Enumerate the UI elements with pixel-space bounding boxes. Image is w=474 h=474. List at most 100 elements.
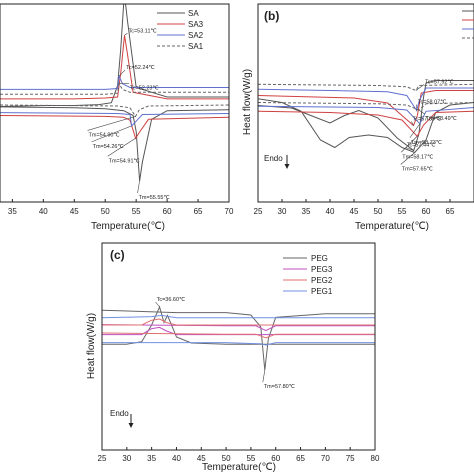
- legend-c-label-2: PEG2: [311, 276, 333, 285]
- legend-c-label-3: PEG1: [311, 287, 333, 296]
- panel-c-xtick-label: 35: [147, 454, 156, 463]
- legend-a-label-2: SA2: [188, 31, 204, 40]
- panel-b-annotation-leader: [401, 136, 418, 153]
- legend-a: SA SA3 SA2 SA1: [157, 9, 204, 51]
- panel-a-annotation-leader: [107, 137, 136, 157]
- panel-c-xlabel: Temperature(℃): [202, 462, 276, 473]
- panel-a-xlabel: Temperature(℃): [91, 221, 165, 232]
- panel-b-endo-label: Endo: [264, 154, 283, 163]
- panel-c: 25 30 35 40 45 50 55 60 65 70 75 80 Tc=36.60℃ Tm=57.…: [86, 242, 380, 473]
- panel-b-series-0-heat-curve: [258, 98, 474, 154]
- panel-b-ylabel: Heat flow(W/g): [242, 69, 253, 135]
- panel-b-xtick-label: 40: [326, 207, 335, 216]
- panel-b-endo-arrowhead: [284, 164, 290, 169]
- panel-b-annotation-leader: [409, 123, 421, 138]
- panel-c-annotation-label: Tm=57.80℃: [264, 384, 296, 390]
- panel-b-annotation-leader: [411, 121, 414, 126]
- panel-b-series-1-cool-curve: [258, 90, 474, 127]
- panel-c-annotation-label: Tc=36.60℃: [157, 297, 186, 303]
- panel-a-xtick-label: 55: [132, 207, 141, 216]
- panel-a-annotation-label: Tc=52.24℃: [126, 65, 155, 71]
- panel-c-annotation-leader: [155, 301, 160, 308]
- panel-b-label: (b): [264, 9, 279, 23]
- panel-c-series-1-heat-curve: [102, 324, 375, 332]
- legend-a-label-1: SA3: [188, 20, 204, 29]
- panel-a-xtick-label: 40: [39, 207, 48, 216]
- panel-b-xtick-label: 55: [398, 207, 407, 216]
- panel-a-xtick-label: 35: [8, 207, 17, 216]
- legend-c: PEG PEG3 PEG2 PEG1: [283, 254, 333, 296]
- panel-a-annotation-label: Tm=54.26℃: [93, 144, 125, 150]
- legend-c-label-0: PEG: [311, 254, 328, 263]
- panel-b-annotation-label: Tm=58.73℃: [411, 140, 443, 146]
- panel-b-annotation-leader: [415, 84, 425, 91]
- panel-c-series-3-heat-curve: [102, 342, 375, 346]
- panel-c-xtick-label: 45: [197, 454, 206, 463]
- panel-a-xtick-label: 70: [225, 207, 234, 216]
- panel-a-annotation-label: Tc=52.23℃: [130, 86, 159, 92]
- panel-c-xtick-label: 75: [346, 454, 355, 463]
- panel-a-series-0-heat-curve: [0, 106, 229, 182]
- panel-b-annotation-label: Tc=58.07℃: [418, 100, 447, 106]
- panel-a-series-2-cool-curve: [0, 74, 229, 90]
- panel-b-xtick-label: 30: [278, 207, 287, 216]
- panel-b-xtick-label: 60: [422, 207, 431, 216]
- panel-b-annotation-label: Tc=57.44℃: [407, 143, 436, 149]
- legend-a-label-0: SA: [188, 9, 199, 18]
- panel-c-endo-arrowhead: [128, 423, 134, 428]
- legend-c-label-1: PEG3: [311, 265, 333, 274]
- panel-c-annotation-leader: [262, 370, 266, 383]
- panel-b-annotation-label: Tm=57.65℃: [402, 167, 434, 173]
- panel-b-xlabel: Temperature(℃): [355, 221, 429, 232]
- panel-a-annotation-label: Tc=53.11℃: [128, 28, 157, 34]
- panel-c-xtick-label: 40: [172, 454, 181, 463]
- panel-c-xtick-label: 80: [371, 454, 380, 463]
- panel-a-annotation-label: Tm=54.90℃: [89, 132, 121, 138]
- panel-a-xtick-label: 65: [194, 207, 203, 216]
- panel-c-series-0-heat-curve: [102, 309, 375, 371]
- panel-a-annotation-label: Tm=54.91℃: [109, 158, 141, 164]
- panel-c-ylabel: Heat flow(W/g): [86, 313, 97, 379]
- panel-a-series-3-cool-curve: [0, 82, 229, 95]
- panel-c-xtick-label: 55: [246, 454, 255, 463]
- legend-a-label-3: SA1: [188, 42, 204, 51]
- panel-c-endo-label: Endo: [110, 409, 129, 418]
- panel-c-xtick-label: 65: [296, 454, 305, 463]
- panel-a-annotation-leader: [91, 125, 132, 143]
- panel-b-series-2-heat-curve: [258, 105, 474, 125]
- panel-a-annotation-leader: [118, 69, 126, 77]
- panel-b-xtick-label: 35: [302, 207, 311, 216]
- legend-b: [462, 10, 474, 39]
- panel-c-xtick-label: 25: [98, 454, 107, 463]
- panel-c-xtick-label: 50: [222, 454, 231, 463]
- panel-c-series-2-cool-curve: [102, 318, 375, 326]
- panel-b: 25 30 35 40 45 50 55 60 65 Tc=57.44℃ Tc=57.39℃ Tc=…: [242, 3, 474, 232]
- panel-b-annotation-leader: [418, 109, 425, 115]
- panel-a-xtick-label: 45: [70, 207, 79, 216]
- panel-b-series-3-heat-curve: [258, 102, 474, 111]
- panel-c-xtick-label: 60: [271, 454, 280, 463]
- panel-a-annotation-leader: [87, 116, 136, 131]
- panel-b-annotation-leader: [405, 147, 414, 151]
- panel-a-series-2-heat-curve: [0, 112, 229, 127]
- panel-c-series-1-cool-curve: [102, 326, 375, 336]
- panel-b-series-2-cool-curve: [258, 87, 474, 112]
- panel-a-annotation-leader: [137, 180, 140, 194]
- panel-a-series-1-heat-curve: [0, 115, 229, 140]
- panel-b-series-3-cool-curve: [258, 83, 474, 92]
- panel-a-annotation-leader: [124, 33, 128, 36]
- panel-c-xtick-label: 30: [122, 454, 131, 463]
- panel-b-annotation-leader: [400, 152, 415, 165]
- panel-a-xtick-label: 60: [163, 207, 172, 216]
- panel-b-xtick-label: 50: [374, 207, 383, 216]
- panel-a-series-1-cool-curve: [0, 35, 229, 100]
- panel-c-series-3-cool-curve: [102, 314, 375, 319]
- panel-c-xtick-label: 70: [321, 454, 330, 463]
- panel-b-annotation-label: Tm=58.49℃: [426, 116, 458, 122]
- panel-c-series-2-heat-curve: [102, 332, 375, 339]
- panel-c-label: (c): [110, 248, 125, 262]
- panel-b-xtick-label: 45: [350, 207, 359, 216]
- panel-a-xtick-label: 50: [101, 207, 110, 216]
- panel-b-annotation-label: Tc=57.92℃: [425, 80, 454, 86]
